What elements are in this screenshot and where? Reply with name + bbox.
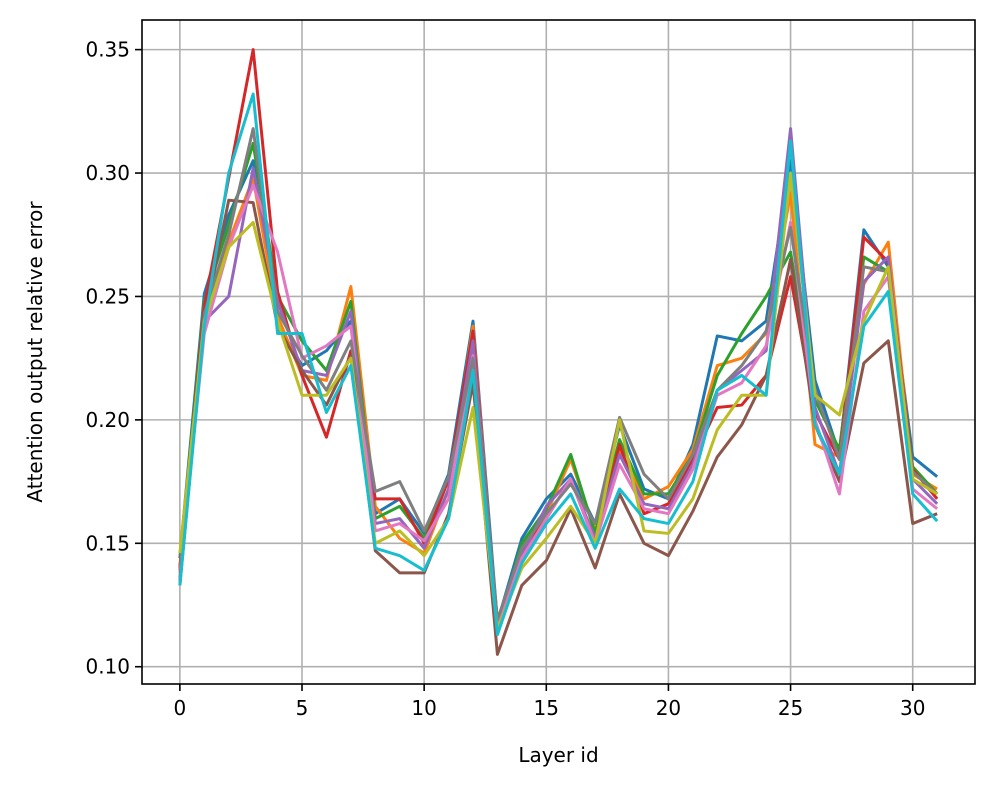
x-tick-label: 25 [778,696,803,720]
series-line-9 [178,92,939,637]
y-tick-label: 0.25 [85,284,130,308]
plot-area [142,20,975,684]
y-tick-label: 0.10 [85,655,130,679]
x-tick-label: 0 [173,696,186,720]
x-tick-label: 20 [656,696,681,720]
x-axis-label: Layer id [518,743,598,767]
x-tick-label: 5 [296,696,309,720]
axis-ticks: 0 5 10 15 20 25 30 0.10 0.15 0.20 0.25 0.30 0.35 [85,38,925,720]
y-tick-label: 0.15 [85,531,130,555]
x-tick-label: 10 [411,696,436,720]
x-tick-label: 15 [534,696,559,720]
y-tick-label: 0.20 [85,408,130,432]
series-line-8 [178,171,938,632]
plot-frame [141,19,976,685]
y-tick-label: 0.35 [85,38,130,62]
x-tick-label: 30 [900,696,925,720]
series-lines [178,48,939,656]
y-tick-label: 0.30 [85,161,130,185]
y-axis-label: Attention output relative error [23,201,47,503]
